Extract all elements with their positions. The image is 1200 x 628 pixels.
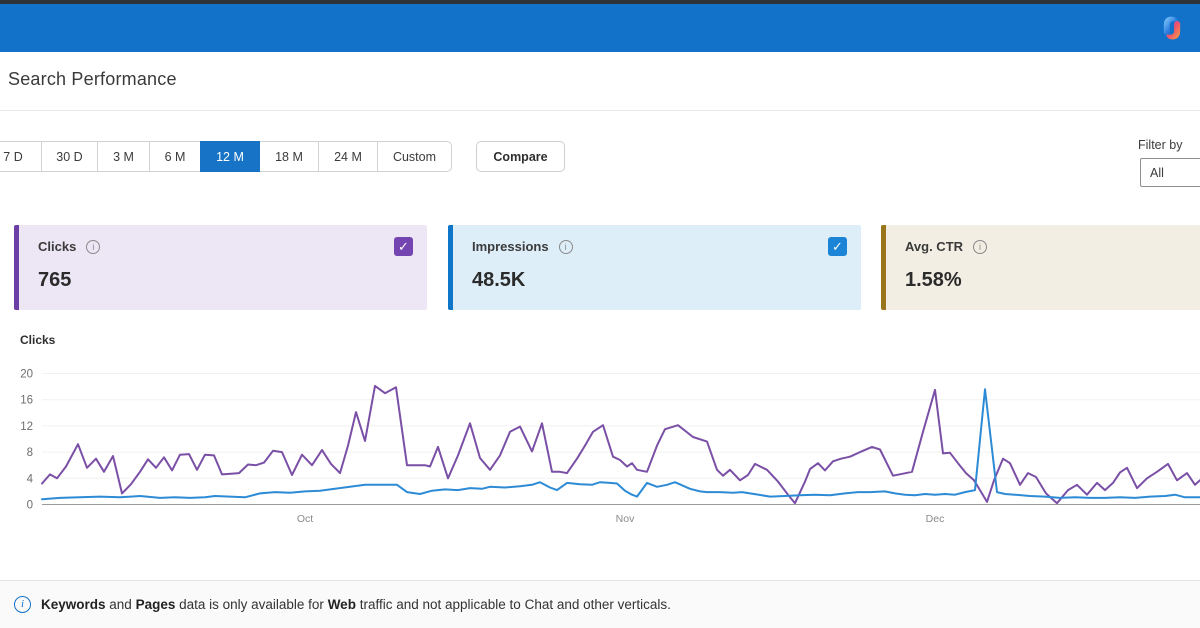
impressions-card: Impressions i 48.5K ✓ bbox=[448, 225, 861, 310]
filter-dropdown-value: All bbox=[1150, 165, 1164, 180]
y-tick-label: 12 bbox=[20, 421, 33, 433]
y-tick-label: 4 bbox=[27, 473, 34, 485]
y-tick-label: 0 bbox=[27, 500, 33, 512]
y-tick-label: 16 bbox=[20, 395, 33, 407]
app-header-bar bbox=[0, 4, 1200, 52]
info-icon[interactable]: i bbox=[973, 239, 988, 254]
y-tick-label: 8 bbox=[27, 447, 33, 459]
x-tick-label: Oct bbox=[297, 513, 313, 525]
clicks-card: Clicks i 765 ✓ bbox=[14, 225, 427, 310]
avg-ctr-card-value: 1.58% bbox=[905, 269, 962, 291]
x-tick-label: Nov bbox=[616, 513, 635, 525]
notice-text: Keywords and Pages data is only availabl… bbox=[41, 597, 671, 612]
browser-top-strip bbox=[0, 0, 1200, 4]
impressions-checkbox[interactable]: ✓ bbox=[828, 237, 847, 256]
info-icon: i bbox=[14, 596, 31, 613]
impressions-card-label: Impressions bbox=[472, 239, 549, 254]
range-tab-6-m[interactable]: 6 M bbox=[149, 141, 201, 172]
clicks-checkbox[interactable]: ✓ bbox=[394, 237, 413, 256]
filter-dropdown[interactable]: All bbox=[1140, 158, 1200, 187]
notice-bar: i Keywords and Pages data is only availa… bbox=[0, 580, 1200, 628]
range-tab-24-m[interactable]: 24 M bbox=[318, 141, 378, 172]
range-tab-custom[interactable]: Custom bbox=[377, 141, 452, 172]
info-icon[interactable]: i bbox=[558, 239, 573, 254]
clicks-card-label: Clicks bbox=[38, 239, 77, 254]
avg-ctr-card: Avg. CTR i 1.58% bbox=[881, 225, 1200, 310]
impressions-card-value: 48.5K bbox=[472, 269, 526, 291]
clicks-card-value: 765 bbox=[38, 269, 72, 291]
page-title: Search Performance bbox=[8, 69, 177, 89]
compare-button[interactable]: Compare bbox=[476, 141, 565, 172]
range-tab-18-m[interactable]: 18 M bbox=[259, 141, 319, 172]
y-tick-label: 20 bbox=[20, 369, 33, 381]
header-divider bbox=[0, 110, 1200, 111]
clicks-line bbox=[41, 384, 1200, 505]
avg-ctr-card-label: Avg. CTR bbox=[905, 239, 964, 254]
range-tab-30-d[interactable]: 30 D bbox=[41, 141, 98, 172]
chart-title: Clicks bbox=[20, 333, 56, 347]
clicks-impressions-chart: 0 4 8 12 16 20 Oct Nov Dec bbox=[20, 369, 1200, 525]
info-icon[interactable]: i bbox=[86, 239, 101, 254]
range-tab-12-m[interactable]: 12 M bbox=[200, 141, 260, 172]
impressions-line bbox=[41, 388, 1200, 501]
range-tab-3-m[interactable]: 3 M bbox=[97, 141, 150, 172]
x-tick-label: Dec bbox=[926, 513, 945, 525]
copilot-icon[interactable] bbox=[1158, 14, 1186, 42]
range-tab-7-d[interactable]: 7 D bbox=[0, 141, 42, 172]
filter-by-label: Filter by bbox=[1138, 138, 1183, 152]
